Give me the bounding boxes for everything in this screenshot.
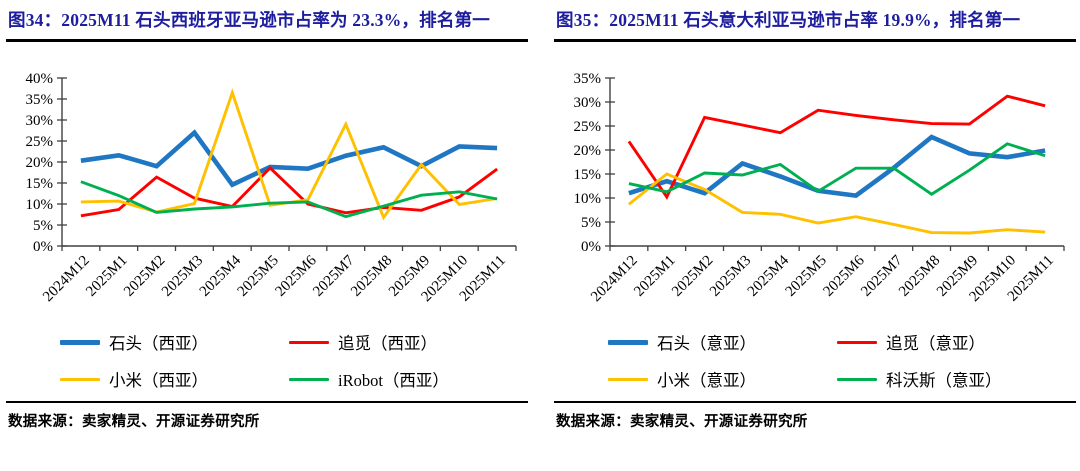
x-axis-tick-label: 2025M1 <box>83 253 130 300</box>
x-axis-tick-label: 2025M4 <box>197 252 245 300</box>
figure-35-panel: 图35：2025M11 石头意大利亚马逊市占率 19.9%，排名第一 0% 5% 1… <box>554 5 1076 435</box>
legend-label: 小米（西亚） <box>108 371 208 391</box>
legend-item-0: 石头（西亚） <box>59 330 245 354</box>
legend-label: iRobot（西亚） <box>337 371 449 391</box>
y-axis-tick-label: 20% <box>574 143 602 159</box>
x-axis-tick-label: 2025M7 <box>310 252 358 300</box>
chart-legend: 石头（西亚） 追觅（西亚） 小米（西亚） iRobot（西亚） <box>37 324 496 401</box>
x-axis-tick-label: 2025M7 <box>858 252 906 300</box>
data-source-note: 数据来源：卖家精灵、开源证券研究所 <box>8 414 260 431</box>
legend-item-0: 石头（意亚） <box>607 330 793 354</box>
report-figure-strip: 图34：2025M11 石头西班牙亚马逊市占率为 23.3%，排名第一 0% 5%… <box>6 5 1076 435</box>
y-axis-tick-label: 20% <box>26 155 54 171</box>
y-axis-tick-label: 15% <box>574 167 602 183</box>
legend-label: 石头（西亚） <box>108 334 208 354</box>
series-line-0 <box>80 129 498 188</box>
legend-item-2: 小米（西亚） <box>59 367 245 391</box>
y-axis-tick-label: 30% <box>26 113 54 129</box>
y-axis-tick-label: 10% <box>26 197 54 213</box>
spain-amazon-share-line-chart: 0%5%10%15%20%25%30%35%40%2024M122025M120… <box>26 71 517 306</box>
legend-label: 小米（意亚） <box>656 371 756 391</box>
italy-amazon-share-line-chart: 0%5%10%15%20%25%30%35%2024M122025M12025M… <box>574 71 1065 306</box>
y-axis-tick-label: 30% <box>574 95 602 111</box>
y-axis-tick-label: 0% <box>581 239 601 255</box>
x-axis-tick-label: 2024M12 <box>588 253 641 306</box>
legend-label: 追觅（意亚） <box>885 334 985 354</box>
figure-34-panel: 图34：2025M11 石头西班牙亚马逊市占率为 23.3%，排名第一 0% 5%… <box>6 5 528 435</box>
legend-line-swatch <box>607 339 648 345</box>
legend-item-2: 小米（意亚） <box>607 367 793 391</box>
data-source-note: 数据来源：卖家精灵、开源证券研究所 <box>556 414 808 431</box>
legend-label: 科沃斯（意亚） <box>885 371 1002 391</box>
x-axis-tick-label: 2025M4 <box>745 252 793 300</box>
y-axis-tick-label: 25% <box>574 119 602 135</box>
legend-line-swatch <box>288 340 329 344</box>
series-line-2 <box>80 88 498 221</box>
legend-item-3: 科沃斯（意亚） <box>836 367 1022 391</box>
x-axis-tick-label: 2024M12 <box>40 253 93 306</box>
x-axis-tick-label: 2025M5 <box>235 253 282 300</box>
series-line-2 <box>627 172 1046 235</box>
x-axis-tick-label: 2025M5 <box>783 253 830 300</box>
y-axis-tick-label: 5% <box>33 218 53 234</box>
legend-item-1: 追觅（西亚） <box>288 330 474 354</box>
legend-line-swatch <box>59 339 100 345</box>
legend-line-swatch <box>836 377 877 381</box>
x-axis-tick-label: 2025M3 <box>159 253 206 300</box>
figure-35-title: 图35：2025M11 石头意大利亚马逊市占率 19.9%，排名第一 <box>556 10 1021 30</box>
series-line-3 <box>628 142 1046 197</box>
series-line-0 <box>628 134 1046 199</box>
x-axis-tick-label: 2025M6 <box>272 252 320 300</box>
legend-line-swatch <box>836 340 877 344</box>
chart-legend: 石头（意亚） 追觅（意亚） 小米（意亚） 科沃斯（意亚） <box>585 324 1044 401</box>
y-axis-tick-label: 25% <box>26 134 54 150</box>
y-axis-tick-label: 10% <box>574 191 602 207</box>
legend-line-swatch <box>59 377 100 381</box>
legend-line-swatch <box>607 377 648 381</box>
legend-label: 追觅（西亚） <box>337 334 437 354</box>
y-axis-tick-label: 35% <box>574 71 602 87</box>
series-line-1 <box>80 166 498 218</box>
x-axis-tick-label: 2025M8 <box>348 253 395 300</box>
title-divider-line <box>554 39 1076 43</box>
y-axis-tick-label: 5% <box>581 215 601 231</box>
y-axis-tick-label: 35% <box>26 92 54 108</box>
figure-34-title: 图34：2025M11 石头西班牙亚马逊市占率为 23.3%，排名第一 <box>8 10 490 30</box>
legend-item-1: 追觅（意亚） <box>836 330 1022 354</box>
series-line-3 <box>80 180 498 219</box>
x-axis-tick-label: 2025M2 <box>669 253 716 300</box>
source-divider-line <box>6 401 528 404</box>
y-axis-tick-label: 0% <box>33 239 53 255</box>
legend-item-3: iRobot（西亚） <box>288 367 474 391</box>
legend-label: 石头（意亚） <box>656 334 756 354</box>
x-axis-tick-label: 2025M1 <box>631 253 678 300</box>
legend-line-swatch <box>288 377 329 381</box>
title-divider-line <box>6 39 528 43</box>
y-axis-tick-label: 40% <box>26 71 54 87</box>
y-axis-tick-label: 15% <box>26 176 54 192</box>
source-divider-line <box>554 401 1076 404</box>
x-axis-tick-label: 2025M2 <box>121 253 168 300</box>
series-line-1 <box>627 94 1046 201</box>
x-axis-tick-label: 2025M3 <box>707 253 754 300</box>
x-axis-tick-label: 2025M8 <box>896 253 943 300</box>
x-axis-tick-label: 2025M6 <box>820 252 868 300</box>
